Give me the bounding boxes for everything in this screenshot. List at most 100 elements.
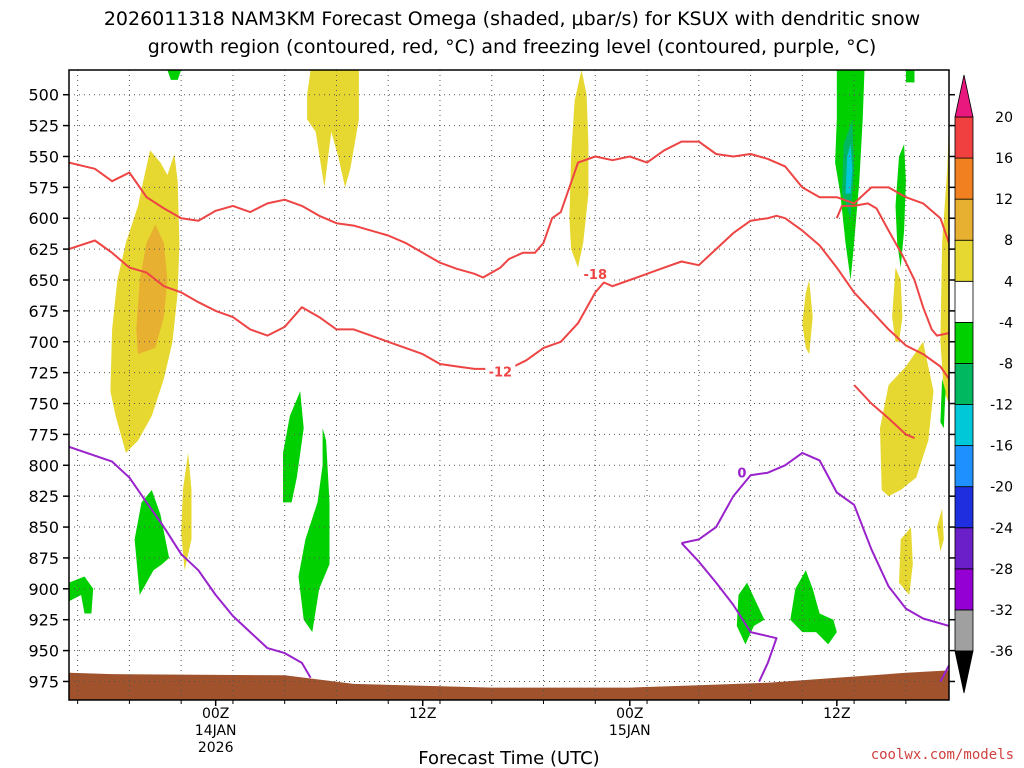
y-tick-label-875: 875 [28, 549, 59, 568]
colorbar-segment-11 [954, 157, 974, 200]
colorbar-over-arrow [954, 74, 974, 118]
omega-region-6 [892, 267, 903, 342]
freezing-level-contour-0 [69, 445, 312, 679]
omega-region-20 [895, 144, 906, 268]
omega-region-9 [940, 119, 949, 404]
omega-region-13 [283, 391, 304, 503]
y-tick-label-800: 800 [28, 456, 59, 475]
omega-region-2 [181, 452, 192, 571]
omega-region-4 [569, 70, 589, 268]
colorbar-tick-label-0: -36 [990, 644, 1013, 660]
x-tick-label-30: 00Z [616, 706, 643, 722]
omega-region-19 [845, 144, 853, 194]
omega-region-10 [936, 508, 944, 552]
omega-region-11 [134, 490, 170, 595]
freezing-level-label-0: 0 [737, 467, 746, 482]
colorbar-segment-9 [954, 239, 974, 282]
y-tick-label-500: 500 [28, 86, 59, 105]
y-tick-label-750: 750 [28, 395, 59, 414]
y-tick-label-900: 900 [28, 580, 59, 599]
omega-shading [69, 70, 949, 645]
colorbar-tick-label-13: 20 [995, 110, 1013, 126]
colorbar-tick-label-8: -4 [999, 315, 1013, 331]
snow-growth-contour-0 [69, 140, 949, 279]
credit-text: coolwx.com/models [871, 747, 1014, 763]
snow-growth-label-bg-1 [485, 363, 516, 379]
snow-growth-label-0: -18 [584, 268, 608, 283]
colorbar-segment-6 [954, 363, 974, 405]
omega-region-12 [69, 576, 94, 614]
colorbar-segment-3 [954, 486, 974, 529]
plot-frame [68, 69, 950, 701]
colorbar-under-arrow [954, 650, 974, 694]
omega-region-1 [136, 224, 168, 355]
colorbar: -36 -32 -28 -24 -20 -16 -12 -8 -4 4 8 12 16 20 [954, 74, 1013, 694]
colorbar-tick-label-10: 8 [1004, 233, 1013, 249]
y-tick-label-600: 600 [28, 209, 59, 228]
colorbar-segment-2 [954, 527, 974, 570]
contours: -18 -12 0 [69, 140, 949, 682]
omega-region-22 [167, 70, 182, 80]
omega-region-5 [802, 280, 813, 355]
omega-region-16 [790, 570, 837, 645]
y-axis: 500 525 550 575 600 625 650 675 700 725 750 775 800 8… [28, 86, 955, 691]
colorbar-segment-0 [954, 609, 974, 652]
snow-growth-contour-2 [835, 202, 949, 337]
colorbar-tick-label-6: -12 [990, 398, 1013, 414]
omega-region-8 [899, 527, 913, 595]
freezing-level-contour-3 [939, 664, 949, 682]
omega-region-14 [298, 428, 330, 633]
colorbar-tick-label-1: -32 [990, 603, 1013, 619]
colorbar-segment-1 [954, 568, 974, 611]
y-tick-label-725: 725 [28, 364, 59, 383]
omega-region-21 [905, 70, 915, 83]
y-tick-label-950: 950 [28, 642, 59, 661]
y-tick-label-850: 850 [28, 518, 59, 537]
x-tick-year-6: 2026 [198, 740, 234, 756]
colorbar-segment-5 [954, 404, 974, 447]
colorbar-tick-label-2: -28 [990, 562, 1013, 578]
y-tick-label-575: 575 [28, 178, 59, 197]
chart-title-line1: 2026011318 NAM3KM Forecast Omega (shaded… [104, 8, 920, 30]
x-tick-date-30: 15JAN [609, 723, 651, 739]
colorbar-tick-label-3: -24 [990, 521, 1013, 537]
x-tick-label-42: 12Z [823, 706, 850, 722]
freezing-level-contour-1 [681, 451, 949, 627]
y-tick-label-925: 925 [28, 611, 59, 630]
terrain [69, 670, 949, 700]
omega-region-15 [736, 582, 765, 645]
colorbar-tick-label-12: 16 [995, 151, 1013, 167]
colorbar-segment-4 [954, 445, 974, 488]
colorbar-tick-label-5: -16 [990, 439, 1013, 455]
chart-title-line2: growth region (contoured, red, °C) and f… [148, 36, 877, 58]
freezing-level-contour-2 [680, 542, 778, 682]
y-tick-label-675: 675 [28, 302, 59, 321]
colorbar-tick-label-7: -8 [999, 356, 1013, 372]
colorbar-segment-12 [954, 116, 974, 159]
snow-growth-label-1: -12 [489, 365, 513, 380]
omega-region-7 [880, 341, 934, 497]
y-tick-label-650: 650 [28, 271, 59, 290]
colorbar-segment-8 [954, 280, 974, 323]
colorbar-tick-label-9: 4 [1004, 274, 1013, 290]
x-tick-label-18: 12Z [409, 706, 436, 722]
colorbar-segment-7 [954, 321, 974, 364]
y-tick-label-550: 550 [28, 147, 59, 166]
snow-growth-contour-3 [853, 384, 915, 440]
snow-growth-contour-1 [69, 214, 949, 380]
y-tick-label-525: 525 [28, 117, 59, 136]
omega-region-3 [307, 70, 359, 188]
snow-growth-label-bg-0 [580, 265, 611, 281]
y-tick-label-700: 700 [28, 333, 59, 352]
y-tick-label-825: 825 [28, 487, 59, 506]
y-tick-label-975: 975 [28, 672, 59, 691]
omega-region-23 [940, 378, 946, 429]
ground-terrain [69, 670, 949, 700]
x-tick-date-6: 14JAN [195, 723, 237, 739]
colorbar-tick-label-11: 12 [995, 192, 1013, 208]
y-tick-label-625: 625 [28, 240, 59, 259]
colorbar-tick-label-4: -20 [990, 480, 1013, 496]
x-axis-label: Forecast Time (UTC) [418, 748, 599, 768]
